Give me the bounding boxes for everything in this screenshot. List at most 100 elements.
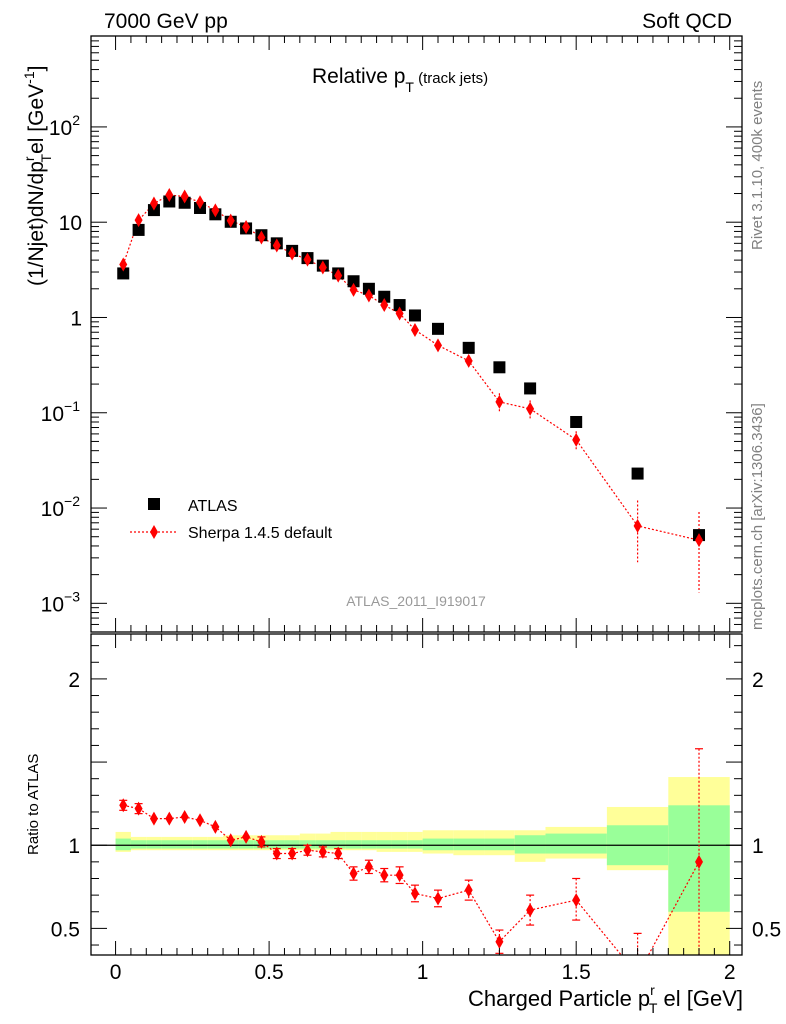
band-inner-bin: [238, 840, 254, 849]
sherpa-point: [119, 257, 128, 272]
axes-frames: 0 0.5 1 1.5 2 10−3 10−2 10−1 1 10 102 0.5 0.5 1 1 2 2: [41, 35, 781, 984]
ratio-point: [695, 854, 704, 869]
band-inner-bin: [284, 840, 300, 849]
sherpa-point: [464, 353, 473, 368]
ratio-point: [495, 934, 504, 949]
sherpa-point: [180, 189, 189, 204]
ratio-point: [211, 819, 220, 834]
band-inner-bin: [376, 840, 392, 849]
sherpa-point: [364, 288, 373, 303]
x-tick-label: 0.5: [255, 961, 284, 984]
ratio-point: [526, 903, 535, 918]
band-inner-bin: [422, 838, 454, 851]
sherpa-point: [334, 268, 343, 283]
ratio-point: [288, 846, 297, 861]
ratio-point: [380, 868, 389, 883]
ratio-y-tick-label-left: 1: [68, 835, 80, 858]
ratio-y-tick-label-right: 2: [752, 669, 764, 692]
legend-atlas-marker: [148, 498, 160, 510]
header-left: 7000 GeV pp: [104, 10, 228, 33]
sherpa-point: [257, 230, 266, 245]
sherpa-point: [196, 195, 205, 210]
band-inner-bin: [269, 840, 285, 849]
atlas-point: [570, 415, 583, 428]
band-inner-bin: [391, 840, 408, 849]
sherpa-point: [288, 246, 297, 261]
sherpa-point: [303, 252, 312, 267]
sherpa-point: [211, 203, 220, 218]
mcplots-reference-label: mcplots.cern.ch [arXiv:1306.3436]: [749, 403, 766, 630]
atlas-point: [117, 267, 130, 280]
ratio-point: [257, 834, 266, 849]
ratio-point: [334, 846, 343, 861]
sherpa-point: [410, 322, 419, 337]
main-plot-marks: [117, 187, 706, 593]
ratio-point: [180, 809, 189, 824]
x-tick-label: 1: [417, 961, 429, 984]
ratio-point: [196, 813, 205, 828]
band-inner-bin: [330, 840, 346, 849]
sherpa-point: [165, 187, 174, 202]
main-y-tick-label: 1: [70, 307, 82, 330]
ratio-point: [134, 801, 143, 816]
x-tick-label: 1.5: [562, 961, 591, 984]
ratio-frame: [90, 633, 743, 956]
main-plot-title: Relative pT (track jets): [312, 65, 488, 95]
ratio-point: [119, 798, 128, 813]
band-inner-bin: [315, 840, 331, 849]
sherpa-point: [149, 196, 158, 211]
band-inner-bin: [545, 833, 607, 854]
main-y-tick-label: 10−1: [41, 398, 81, 426]
band-inner-bin: [361, 840, 377, 849]
ratio-point: [149, 811, 158, 826]
main-frame: [90, 35, 743, 633]
band-inner-bin: [192, 840, 208, 849]
band-inner-bin: [176, 840, 193, 849]
ratio-point: [410, 886, 419, 901]
atlas-point: [631, 467, 644, 480]
main-y-tick-label: 10−2: [41, 493, 81, 521]
band-inner-bin: [514, 835, 546, 854]
sherpa-point: [633, 518, 642, 533]
ratio-point: [349, 866, 358, 881]
atlas-point: [378, 290, 391, 303]
sherpa-point: [572, 432, 581, 447]
sherpa-point: [318, 260, 327, 275]
main-y-tick-label: 10−3: [41, 588, 81, 616]
ratio-y-tick-label-left: 2: [68, 669, 80, 692]
atlas-point: [493, 361, 506, 374]
ratio-y-axis-label: Ratio to ATLAS: [25, 754, 42, 855]
ratio-clipped-group: [119, 748, 704, 955]
ratio-y-tick-label-left: 0.5: [51, 918, 80, 941]
band-inner-bin: [453, 838, 485, 851]
sherpa-point: [495, 394, 504, 409]
ratio-sherpa-line: [123, 804, 700, 955]
ratio-point: [572, 893, 581, 908]
x-axis-label: Charged Particle pr T el [GeV]: [468, 982, 743, 1016]
band-inner-bin: [407, 840, 423, 849]
atlas-point: [524, 382, 537, 395]
atlas-point: [393, 299, 406, 312]
atlas-point: [347, 275, 360, 288]
band-inner-bin: [115, 838, 131, 851]
legend-sherpa-marker: [150, 525, 158, 539]
band-inner-bin: [161, 840, 177, 849]
ratio-plot-marks: [119, 748, 704, 955]
ratio-uncertainty-band: [115, 777, 730, 955]
sherpa-line: [122, 194, 700, 541]
band-inner-bin: [484, 838, 515, 851]
sherpa-point: [272, 238, 281, 253]
ratio-point: [242, 829, 251, 844]
ratio-point: [303, 843, 312, 858]
sherpa-point: [134, 213, 143, 228]
ratio-point: [395, 868, 404, 883]
atlas-point: [462, 341, 475, 354]
sherpa-point: [695, 533, 704, 548]
ratio-point: [464, 883, 473, 898]
atlas-point: [132, 223, 145, 236]
sherpa-point: [526, 401, 535, 416]
ratio-point: [433, 891, 442, 906]
ratio-point: [364, 859, 373, 874]
band-inner-bin: [207, 840, 224, 849]
